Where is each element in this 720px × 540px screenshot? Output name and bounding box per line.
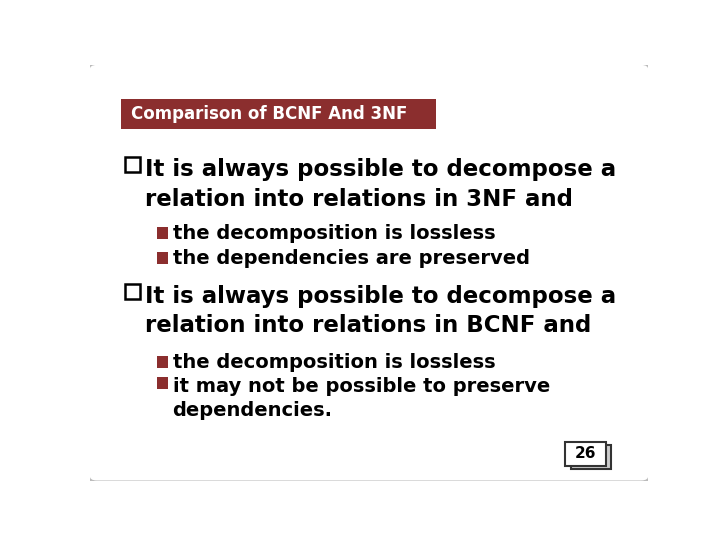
Text: the dependencies are preserved: the dependencies are preserved	[173, 248, 530, 268]
Bar	[125, 157, 140, 172]
Text: Comparison of BCNF And 3NF: Comparison of BCNF And 3NF	[131, 105, 407, 123]
Text: the decomposition is lossless: the decomposition is lossless	[173, 224, 495, 242]
Text: It is always possible to decompose a
relation into relations in BCNF and: It is always possible to decompose a rel…	[145, 285, 616, 338]
Text: the decomposition is lossless: the decomposition is lossless	[173, 353, 495, 372]
Bar	[121, 99, 436, 129]
FancyBboxPatch shape	[89, 64, 649, 482]
Text: it may not be possible to preserve
dependencies.: it may not be possible to preserve depen…	[173, 377, 550, 420]
Bar	[157, 227, 168, 239]
Bar	[157, 356, 168, 368]
Bar	[565, 442, 606, 466]
Bar	[157, 252, 168, 264]
Bar	[571, 445, 611, 469]
Bar	[125, 284, 140, 299]
Bar	[157, 377, 168, 389]
Text: It is always possible to decompose a
relation into relations in 3NF and: It is always possible to decompose a rel…	[145, 158, 616, 211]
Text: 26: 26	[575, 447, 596, 462]
